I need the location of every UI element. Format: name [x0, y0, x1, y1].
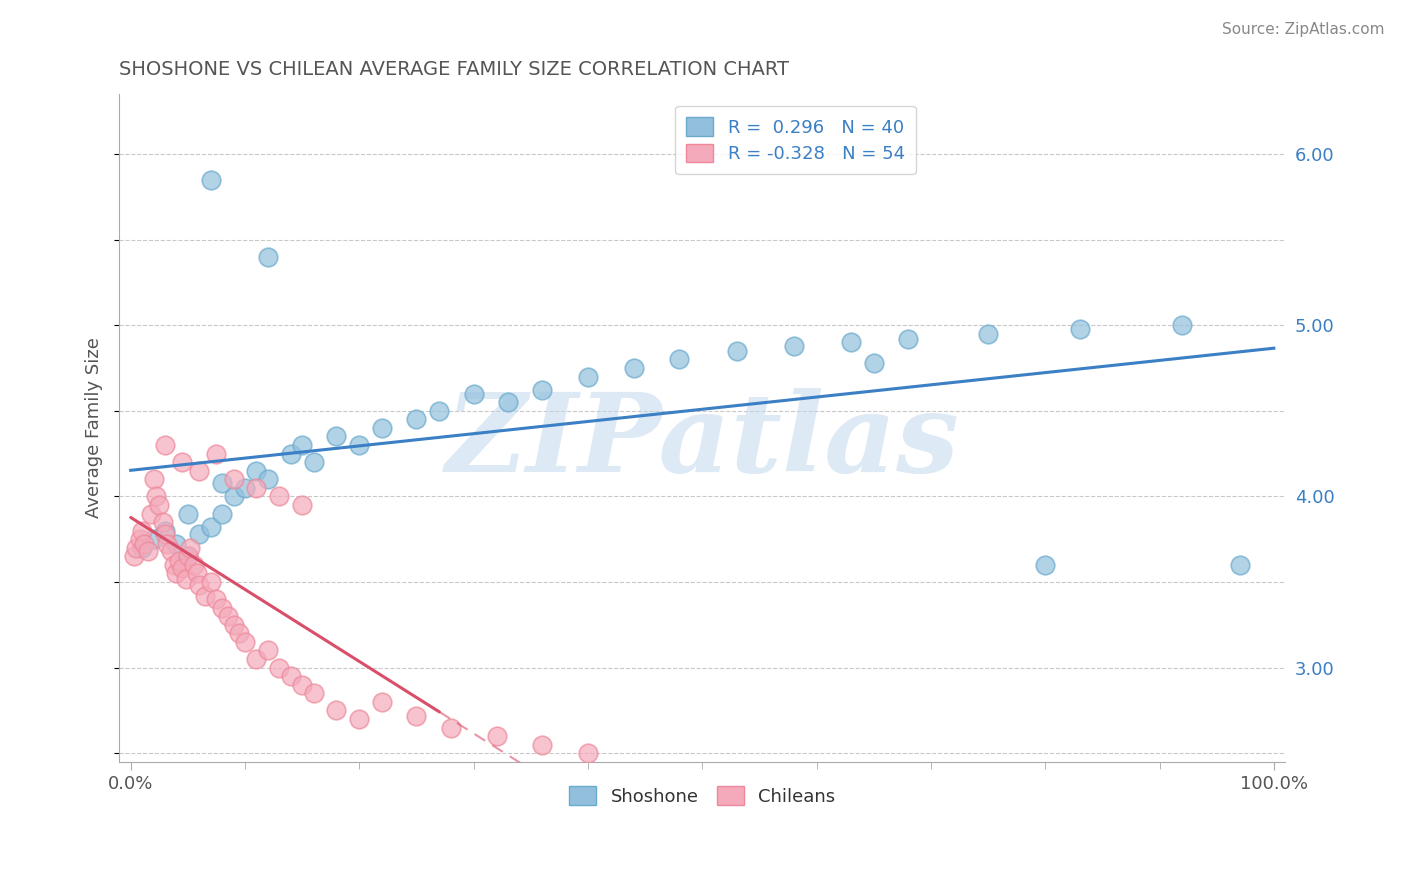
Chileans: [485, 729, 508, 743]
Chileans: [159, 544, 181, 558]
Chileans: [291, 678, 314, 692]
Shoshone: [1069, 321, 1091, 335]
Chileans: [153, 438, 176, 452]
Text: ZIPatlas: ZIPatlas: [446, 387, 959, 495]
Chileans: [531, 738, 554, 752]
Chileans: [152, 515, 174, 529]
Shoshone: [291, 438, 314, 452]
Shoshone: [463, 386, 485, 401]
Shoshone: [177, 549, 200, 564]
Shoshone: [531, 383, 554, 397]
Chileans: [122, 549, 145, 564]
Chileans: [125, 541, 148, 555]
Chileans: [183, 558, 205, 572]
Chileans: [174, 572, 197, 586]
Chileans: [405, 708, 427, 723]
Shoshone: [839, 335, 862, 350]
Chileans: [179, 541, 201, 555]
Chileans: [177, 549, 200, 564]
Chileans: [325, 703, 347, 717]
Shoshone: [302, 455, 325, 469]
Shoshone: [233, 481, 256, 495]
Chileans: [136, 544, 159, 558]
Chileans: [257, 643, 280, 657]
Chileans: [302, 686, 325, 700]
Shoshone: [783, 339, 806, 353]
Chileans: [186, 566, 208, 581]
Shoshone: [257, 472, 280, 486]
Chileans: [172, 561, 194, 575]
Chileans: [167, 554, 190, 568]
Chileans: [128, 532, 150, 546]
Shoshone: [188, 527, 211, 541]
Text: Source: ZipAtlas.com: Source: ZipAtlas.com: [1222, 22, 1385, 37]
Chileans: [142, 472, 165, 486]
Shoshone: [623, 361, 645, 376]
Shoshone: [280, 447, 302, 461]
Chileans: [269, 660, 291, 674]
Shoshone: [222, 489, 245, 503]
Shoshone: [1171, 318, 1194, 333]
Chileans: [440, 721, 463, 735]
Chileans: [576, 746, 599, 760]
Shoshone: [427, 404, 450, 418]
Shoshone: [153, 524, 176, 538]
Chileans: [228, 626, 250, 640]
Shoshone: [245, 464, 267, 478]
Shoshone: [257, 250, 280, 264]
Shoshone: [1033, 558, 1056, 572]
Chileans: [141, 507, 163, 521]
Shoshone: [177, 507, 200, 521]
Shoshone: [349, 438, 371, 452]
Shoshone: [142, 532, 165, 546]
Shoshone: [977, 326, 1000, 341]
Shoshone: [725, 343, 748, 358]
Chileans: [165, 566, 187, 581]
Chileans: [217, 609, 239, 624]
Shoshone: [1229, 558, 1251, 572]
Chileans: [148, 498, 170, 512]
Chileans: [245, 481, 267, 495]
Chileans: [172, 455, 194, 469]
Shoshone: [668, 352, 690, 367]
Chileans: [188, 578, 211, 592]
Shoshone: [371, 421, 394, 435]
Chileans: [211, 600, 233, 615]
Shoshone: [405, 412, 427, 426]
Chileans: [200, 574, 222, 589]
Chileans: [153, 527, 176, 541]
Chileans: [163, 558, 186, 572]
Chileans: [205, 592, 228, 607]
Shoshone: [211, 475, 233, 490]
Chileans: [269, 489, 291, 503]
Chileans: [134, 537, 156, 551]
Shoshone: [862, 356, 884, 370]
Chileans: [188, 464, 211, 478]
Legend: Shoshone, Chileans: Shoshone, Chileans: [562, 779, 842, 813]
Chileans: [145, 489, 167, 503]
Chileans: [222, 617, 245, 632]
Shoshone: [496, 395, 519, 409]
Shoshone: [325, 429, 347, 443]
Chileans: [194, 589, 217, 603]
Chileans: [222, 472, 245, 486]
Chileans: [291, 498, 314, 512]
Shoshone: [131, 541, 153, 555]
Chileans: [245, 652, 267, 666]
Shoshone: [211, 507, 233, 521]
Chileans: [371, 695, 394, 709]
Chileans: [233, 635, 256, 649]
Chileans: [280, 669, 302, 683]
Chileans: [205, 447, 228, 461]
Shoshone: [576, 369, 599, 384]
Chileans: [349, 712, 371, 726]
Shoshone: [200, 520, 222, 534]
Shoshone: [897, 332, 920, 346]
Shoshone: [165, 537, 187, 551]
Text: SHOSHONE VS CHILEAN AVERAGE FAMILY SIZE CORRELATION CHART: SHOSHONE VS CHILEAN AVERAGE FAMILY SIZE …: [120, 60, 789, 78]
Y-axis label: Average Family Size: Average Family Size: [86, 337, 103, 518]
Chileans: [156, 537, 179, 551]
Chileans: [131, 524, 153, 538]
Shoshone: [200, 172, 222, 186]
